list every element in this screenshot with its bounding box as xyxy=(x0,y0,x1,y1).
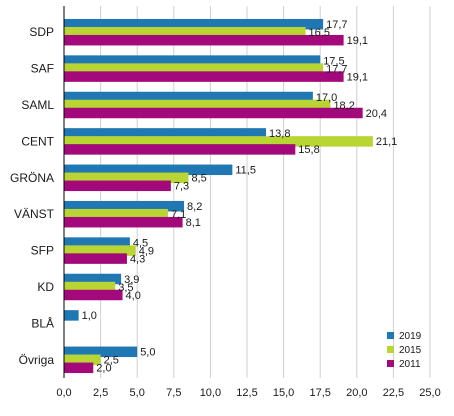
data-label: 8,2 xyxy=(187,201,202,213)
category-label: Övriga xyxy=(19,353,55,367)
data-label: 19,1 xyxy=(347,35,368,47)
data-label: 1,0 xyxy=(82,310,97,322)
x-tick-label: 0,0 xyxy=(56,387,71,399)
category-label: KD xyxy=(37,280,54,294)
bar-2019 xyxy=(64,273,122,285)
category-label: GRÖNA xyxy=(10,171,54,185)
x-tick-label: 17,5 xyxy=(309,387,330,399)
data-label: 21,1 xyxy=(376,136,397,148)
bars xyxy=(64,18,373,374)
bar-2011 xyxy=(64,253,127,264)
bar-2015 xyxy=(64,172,189,184)
x-tick-label: 2,5 xyxy=(93,387,108,399)
data-label: 4,5 xyxy=(133,237,148,249)
data-label: 3,9 xyxy=(124,274,139,286)
data-label: 2,5 xyxy=(104,355,119,367)
x-tick-label: 12,5 xyxy=(236,387,257,399)
bar-2015 xyxy=(64,26,306,38)
category-label: VÄNST xyxy=(14,207,55,221)
bar-2019 xyxy=(64,237,130,248)
data-label: 20,4 xyxy=(366,108,387,120)
bar-2019 xyxy=(64,164,233,176)
data-label: 3,5 xyxy=(118,282,133,294)
category-label: SAML xyxy=(21,98,54,112)
category-label: SFP xyxy=(31,244,54,258)
category-label: SDP xyxy=(29,25,54,39)
category-label: SAF xyxy=(31,62,54,76)
bar-2011 xyxy=(64,362,94,374)
x-tick-label: 7,5 xyxy=(166,387,181,399)
bar-2015 xyxy=(64,208,168,220)
data-label: 11,5 xyxy=(235,165,256,177)
bar-2011 xyxy=(64,180,171,192)
data-label: 8,1 xyxy=(186,217,201,229)
bar-2019 xyxy=(64,18,324,30)
bar-2019 xyxy=(64,200,185,212)
category-label: BLÅ xyxy=(31,315,54,330)
bar-2011 xyxy=(64,216,183,228)
category-labels: SDP SAF SAML CENT GRÖNA VÄNST SFP KD BLÅ Övriga xyxy=(10,25,55,367)
x-tick-label: 5,0 xyxy=(130,387,145,399)
data-label: 4,3 xyxy=(130,253,145,265)
x-tick-label: 25,0 xyxy=(419,387,440,399)
category-label: CENT xyxy=(21,134,54,148)
legend-label: 2019 xyxy=(399,331,422,342)
data-label: 17,7 xyxy=(326,19,347,31)
data-label: 8,5 xyxy=(191,173,206,185)
bar-2015 xyxy=(64,281,116,293)
data-label: 17,7 xyxy=(326,63,347,75)
legend-swatch xyxy=(387,360,394,367)
bar-2019 xyxy=(64,310,79,321)
bar-2019 xyxy=(64,346,138,358)
legend-label: 2011 xyxy=(399,359,421,370)
bar-2019 xyxy=(64,128,267,139)
data-label: 17,0 xyxy=(316,92,337,104)
bar-2015 xyxy=(64,136,373,147)
bar-2011 xyxy=(64,107,363,119)
bar-2011 xyxy=(64,71,344,82)
data-label: 13,8 xyxy=(269,128,290,140)
bar-2019 xyxy=(64,91,313,103)
data-label: 5,0 xyxy=(140,347,155,359)
x-tick-label: 15,0 xyxy=(273,387,294,399)
data-label: 4,0 xyxy=(126,290,141,302)
bar-2015 xyxy=(64,63,324,74)
data-label: 18,2 xyxy=(333,100,354,112)
legend-label: 2015 xyxy=(399,345,422,356)
bar-2015 xyxy=(64,354,101,366)
data-labels: 17,716,519,117,517,719,117,018,220,413,8… xyxy=(82,19,398,375)
data-label: 16,5 xyxy=(309,27,330,39)
x-tick-label: 10,0 xyxy=(200,387,221,399)
data-label: 19,1 xyxy=(347,71,368,83)
bar-2015 xyxy=(64,245,136,256)
data-label: 7,1 xyxy=(171,209,186,221)
bar-2011 xyxy=(64,289,123,301)
x-axis-tick-labels: 0,0 2,5 5,0 7,5 10,0 12,5 15,0 17,5 20,0 22,5 25,0 xyxy=(56,387,440,399)
data-label: 2,0 xyxy=(96,363,111,375)
bar-2011 xyxy=(64,34,344,46)
data-label: 7,3 xyxy=(174,181,189,193)
x-tick-label: 20,0 xyxy=(346,387,367,399)
bar-2019 xyxy=(64,55,321,66)
bar-2015 xyxy=(64,99,331,111)
x-tick-label: 22,5 xyxy=(383,387,404,399)
legend: 2019 2015 2011 xyxy=(387,331,422,370)
data-label: 4,9 xyxy=(139,245,154,257)
bar-2011 xyxy=(64,144,296,155)
data-label: 17,5 xyxy=(323,55,344,67)
legend-swatch xyxy=(387,346,394,353)
legend-swatch xyxy=(387,332,394,339)
data-label: 15,8 xyxy=(298,144,319,156)
